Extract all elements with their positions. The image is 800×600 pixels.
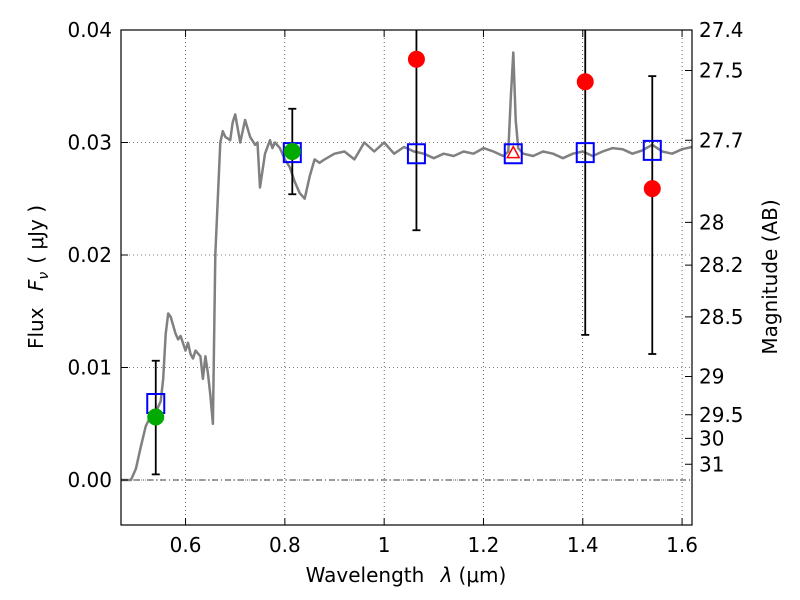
model-photometry-square [406,143,426,165]
x-axis-label-prefix: Wavelength [306,563,425,587]
magnitude-tick-label: 29 [699,365,724,389]
plot-area [121,30,692,482]
y-tick-label: 0.02 [67,243,112,267]
magnitude-tick-label: 31 [699,452,724,476]
x-tick-label: 0.6 [170,533,202,557]
magnitude-tick-label: 29.5 [699,403,744,427]
x-tick-label: 0.8 [269,533,301,557]
y-axis-label-subscript: ν [36,272,52,280]
magnitude-axis-label: Magnitude (AB) [758,199,782,354]
non-detection-point [576,73,594,91]
model-photometry-square [575,142,595,164]
detection-point [283,143,301,160]
non-detection-point [407,50,425,68]
y-tick-label: 0.04 [67,18,112,42]
y-axis-label: Flux Fν ( μJy ) [24,205,52,349]
x-tick-label: 1.2 [468,533,500,557]
x-tick-label: 1.6 [666,533,698,557]
x-axis-label-unit: (μm) [459,563,507,587]
grid [121,29,692,525]
band-limit-triangle [505,145,521,159]
y-axis-label-unit: ( μJy ) [24,205,48,264]
model-photometry-square [642,139,662,161]
model-photometry-square [503,143,523,165]
x-axis-label-symbol: λ [440,563,453,587]
non-detection-point [643,180,661,198]
magnitude-tick-label: 28.5 [699,305,744,329]
magnitude-tick-label: 27.4 [699,18,744,42]
y-tick-label: 0.01 [67,356,112,380]
y-axis-label-prefix: Flux [24,307,48,349]
y-tick-label: 0.03 [67,131,112,155]
y-axis-label-symbol: F [24,279,48,291]
sed-model-line [121,51,692,482]
magnitude-tick-label: 27.5 [699,59,744,83]
axes-frame [120,29,693,526]
x-tick-label: 1.4 [567,533,599,557]
x-tick-label: 1 [378,533,391,557]
x-axis-label: Wavelength λ (μm) [306,563,507,587]
magnitude-tick-label: 28.2 [699,253,744,277]
magnitude-tick-label: 27.7 [699,128,744,152]
axis-ticks: 0.6 0.8 1 1.2 1.4 1.6 0.00 0.01 0.02 0.03 0.04 27.4… [67,18,743,557]
magnitude-tick-label: 30 [699,426,724,450]
detection-point [147,408,165,426]
magnitude-tick-label: 28 [699,210,724,234]
y-tick-label: 0.00 [67,468,112,492]
